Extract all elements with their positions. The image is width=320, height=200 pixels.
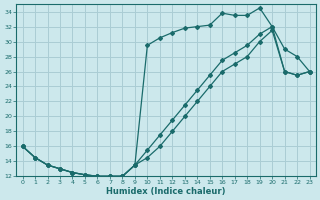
X-axis label: Humidex (Indice chaleur): Humidex (Indice chaleur) [106,187,226,196]
